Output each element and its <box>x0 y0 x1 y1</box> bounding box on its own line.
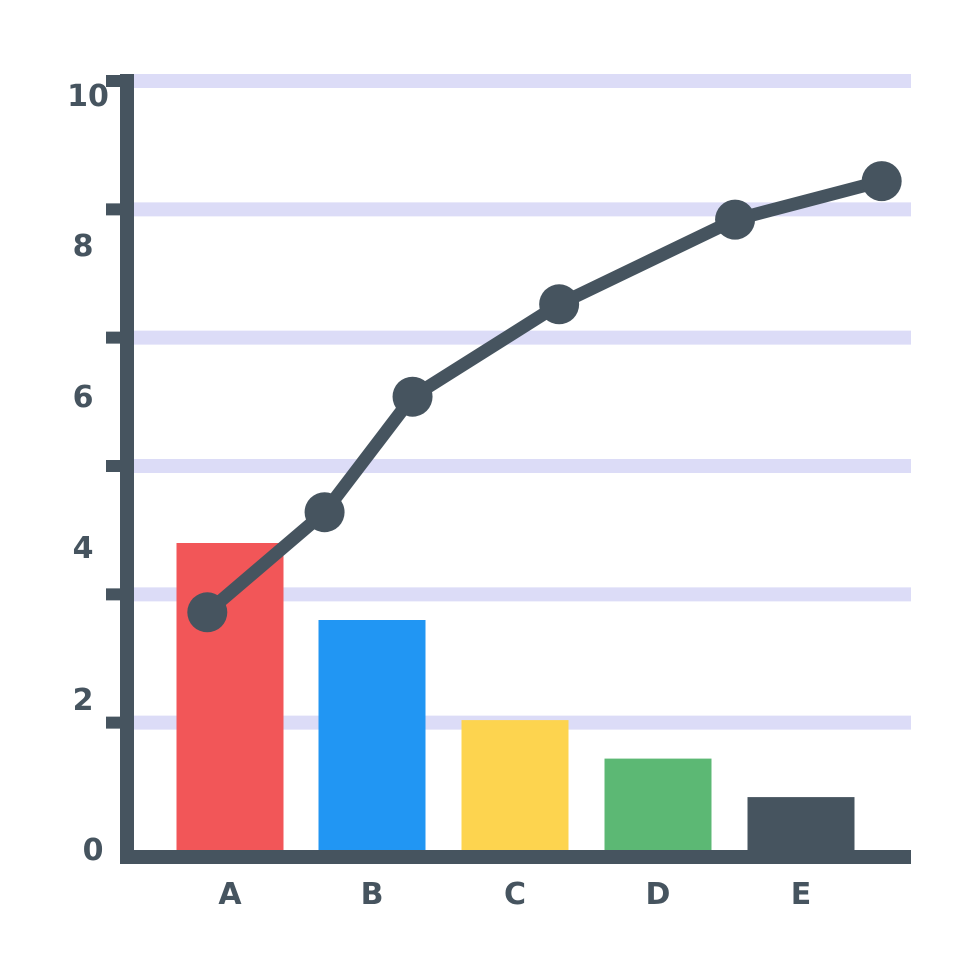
bars <box>176 543 855 851</box>
bar-d <box>604 758 712 851</box>
x-label-e: E <box>791 877 812 912</box>
y-tick-label-0: 0 <box>83 833 104 868</box>
bar-e <box>747 797 855 851</box>
line-point <box>539 284 580 325</box>
x-category-labels: A B C D E <box>218 877 811 912</box>
y-tick-labels: 0 2 4 6 8 10 <box>67 79 109 868</box>
x-label-a: A <box>218 877 242 912</box>
x-label-b: B <box>361 877 384 912</box>
line-point <box>715 199 756 240</box>
y-tick-label-10: 10 <box>67 79 109 114</box>
y-tick-label-8: 8 <box>73 229 94 264</box>
cumulative-line-path <box>200 174 889 619</box>
y-tick-label-6: 6 <box>73 380 94 415</box>
bar-c <box>461 720 569 851</box>
bar-b <box>318 620 426 851</box>
line-point <box>861 161 902 202</box>
line-point <box>187 592 228 633</box>
x-label-d: D <box>646 877 671 912</box>
y-tick-label-2: 2 <box>73 683 94 718</box>
cumulative-line <box>187 161 902 633</box>
line-point <box>392 376 433 417</box>
y-tick-marks <box>106 75 127 729</box>
x-label-c: C <box>504 877 526 912</box>
line-point <box>304 492 345 533</box>
y-tick-label-4: 4 <box>73 531 94 566</box>
